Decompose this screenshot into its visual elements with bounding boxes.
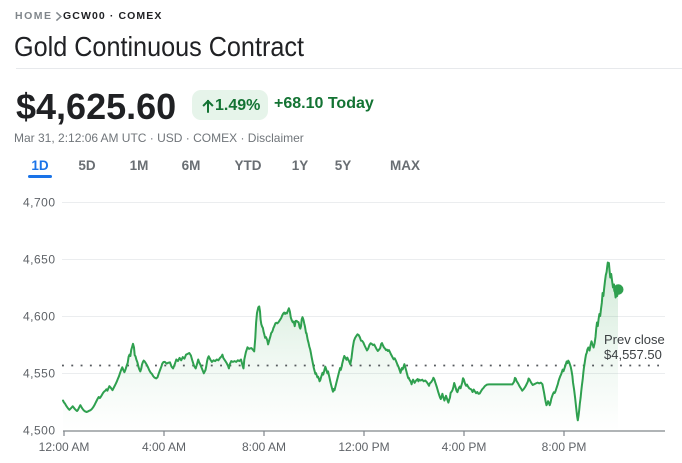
- svg-text:4,600: 4,600: [23, 310, 56, 324]
- svg-text:4,650: 4,650: [23, 253, 56, 267]
- svg-text:$4,557.50: $4,557.50: [604, 347, 662, 362]
- svg-text:4:00 PM: 4:00 PM: [442, 440, 487, 454]
- svg-text:8:00 AM: 8:00 AM: [242, 440, 286, 454]
- svg-text:4,550: 4,550: [23, 367, 56, 381]
- svg-text:12:00 AM: 12:00 AM: [39, 440, 90, 454]
- svg-text:8:00 PM: 8:00 PM: [542, 440, 587, 454]
- svg-text:4,500: 4,500: [23, 424, 56, 438]
- svg-text:4:00 AM: 4:00 AM: [142, 440, 186, 454]
- svg-text:4,700: 4,700: [23, 196, 56, 210]
- svg-text:12:00 PM: 12:00 PM: [338, 440, 389, 454]
- svg-text:Prev close: Prev close: [604, 332, 665, 347]
